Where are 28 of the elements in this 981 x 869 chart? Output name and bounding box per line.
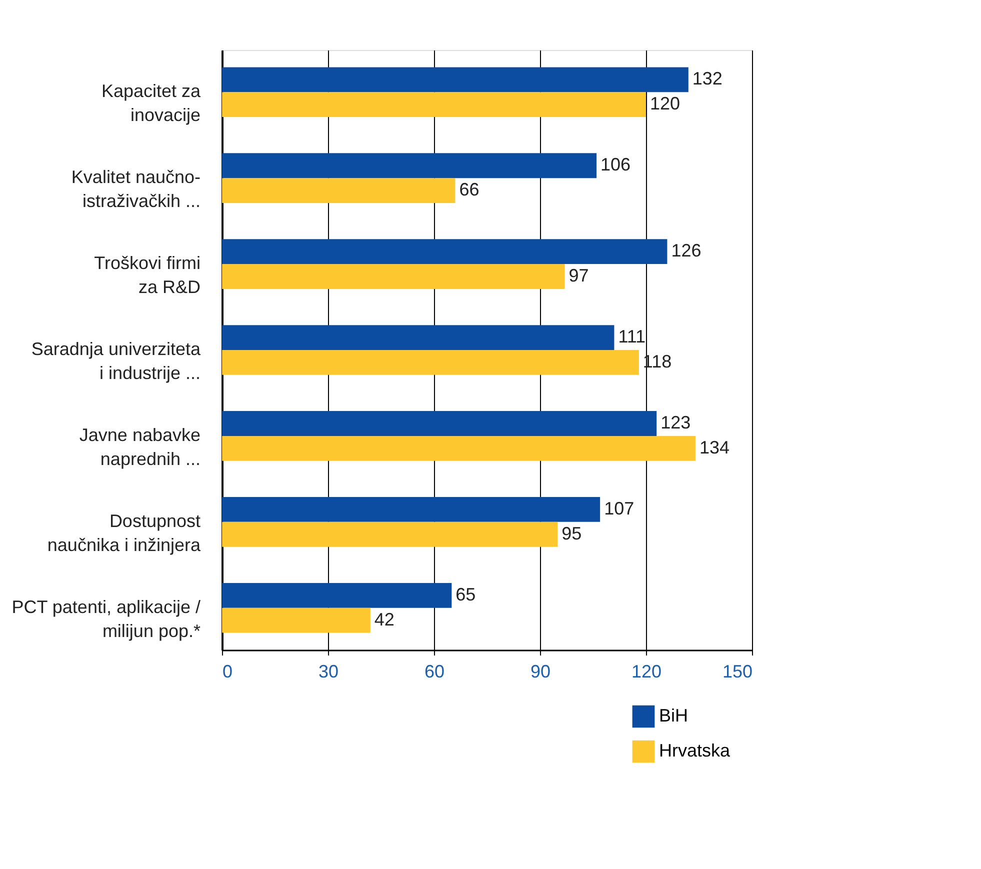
x-tick-label: 30 <box>318 662 339 682</box>
x-tick-label: 120 <box>631 662 662 682</box>
data-label: 95 <box>562 523 582 544</box>
y-tick-label: Kvalitet naučno- istraživačkih ... <box>71 167 201 212</box>
y-tick-label: Troškovi firmi za R&D <box>94 253 200 298</box>
y-tick-label: Dostupnost naučnika i inžinjera <box>47 510 202 555</box>
data-label: 107 <box>604 498 634 518</box>
data-label: 111 <box>618 326 646 347</box>
data-label: 132 <box>692 68 722 89</box>
y-tick-label: Javne nabavke naprednih ... <box>79 424 200 469</box>
data-label: 66 <box>459 180 480 200</box>
legend-label: BiH <box>659 706 688 726</box>
data-label: 97 <box>568 266 589 286</box>
data-label: 126 <box>671 240 702 261</box>
legend-label: Hrvatska <box>659 740 732 760</box>
y-tick-label: Saradnja univerziteta i industrije ... <box>31 339 202 383</box>
x-tick-label: 0 <box>222 662 233 682</box>
y-tick-label: PCT patenti, aplikacije / milijun pop.* <box>12 596 200 641</box>
data-label: 134 <box>699 437 730 458</box>
data-label: 106 <box>600 154 631 175</box>
y-tick-label: Kapacitet za inovacije <box>101 81 202 126</box>
data-label: 123 <box>660 412 691 432</box>
x-tick-label: 150 <box>722 662 752 682</box>
x-tick-label: 60 <box>424 662 445 682</box>
x-tick-label: 90 <box>530 662 551 682</box>
data-label: 120 <box>650 94 680 114</box>
data-label: 42 <box>374 609 394 630</box>
data-label: 65 <box>456 584 476 604</box>
